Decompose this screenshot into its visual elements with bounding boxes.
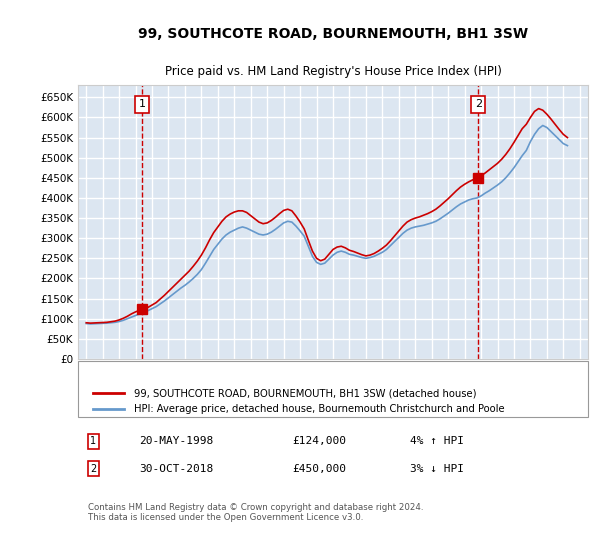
Text: Contains HM Land Registry data © Crown copyright and database right 2024.
This d: Contains HM Land Registry data © Crown c…	[88, 503, 424, 522]
Text: Price paid vs. HM Land Registry's House Price Index (HPI): Price paid vs. HM Land Registry's House …	[164, 65, 502, 78]
Text: 1: 1	[139, 99, 145, 109]
Text: 4% ↑ HPI: 4% ↑ HPI	[409, 436, 464, 446]
Text: 3% ↓ HPI: 3% ↓ HPI	[409, 464, 464, 474]
Text: £124,000: £124,000	[292, 436, 346, 446]
Text: 20-MAY-1998: 20-MAY-1998	[139, 436, 214, 446]
Text: HPI: Average price, detached house, Bournemouth Christchurch and Poole: HPI: Average price, detached house, Bour…	[134, 404, 505, 414]
Text: £450,000: £450,000	[292, 464, 346, 474]
FancyBboxPatch shape	[78, 362, 588, 417]
Text: 30-OCT-2018: 30-OCT-2018	[139, 464, 214, 474]
Text: 99, SOUTHCOTE ROAD, BOURNEMOUTH, BH1 3SW (detached house): 99, SOUTHCOTE ROAD, BOURNEMOUTH, BH1 3SW…	[134, 388, 476, 398]
Text: 99, SOUTHCOTE ROAD, BOURNEMOUTH, BH1 3SW: 99, SOUTHCOTE ROAD, BOURNEMOUTH, BH1 3SW	[138, 27, 528, 41]
Text: 1: 1	[90, 436, 97, 446]
Text: 2: 2	[475, 99, 482, 109]
Text: 2: 2	[90, 464, 97, 474]
